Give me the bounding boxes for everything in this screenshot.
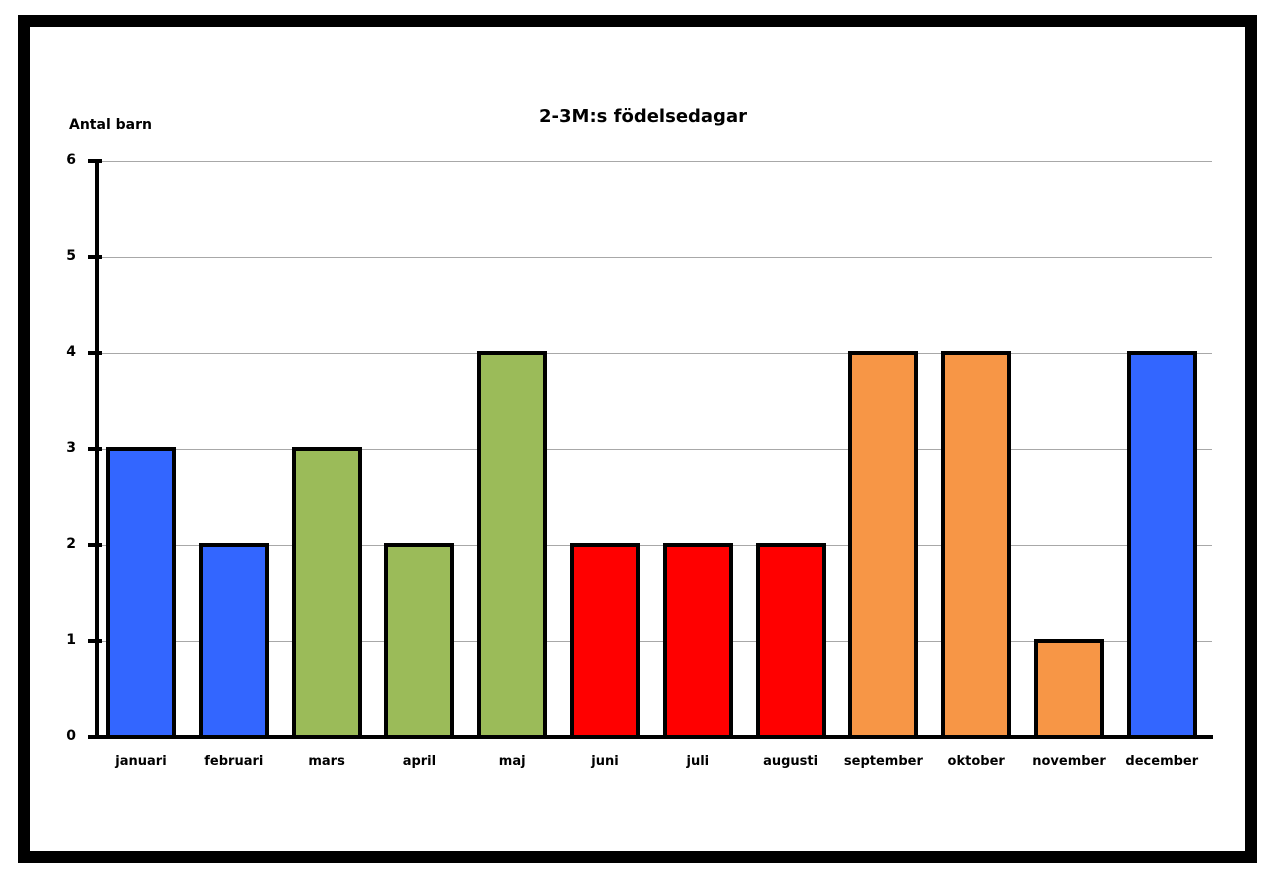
x-tick-label: november xyxy=(1032,754,1106,769)
bar-november xyxy=(1034,639,1104,737)
bar-augusti xyxy=(755,543,826,737)
bar-juni xyxy=(570,543,640,737)
y-tick-label: 2 xyxy=(66,536,76,552)
y-tick-label: 3 xyxy=(66,440,76,456)
gridline xyxy=(97,257,1212,258)
y-tick-label: 4 xyxy=(66,344,76,360)
x-tick-label: januari xyxy=(115,754,167,769)
y-axis-label: Antal barn xyxy=(69,117,152,133)
chart-title: 2-3M:s födelsedagar xyxy=(539,106,747,127)
gridline xyxy=(97,641,1212,642)
bar-januari xyxy=(106,447,176,737)
bar-september xyxy=(848,351,919,737)
gridline xyxy=(97,161,1212,162)
x-tick-label: februari xyxy=(204,754,264,769)
bar-maj xyxy=(477,351,548,737)
x-tick-label: augusti xyxy=(763,754,819,769)
x-tick-label: mars xyxy=(308,754,345,769)
bar-december xyxy=(1126,351,1197,737)
gridline xyxy=(97,545,1212,546)
x-tick-label: december xyxy=(1125,754,1199,769)
gridline xyxy=(97,449,1212,450)
bar-mars xyxy=(291,447,362,737)
y-tick-label: 6 xyxy=(66,152,76,168)
bar-april xyxy=(384,543,455,737)
x-tick-label: april xyxy=(402,754,437,769)
y-tick-label: 1 xyxy=(66,632,76,648)
x-tick-label: oktober xyxy=(947,754,1005,769)
y-tick-label: 5 xyxy=(66,248,76,264)
bar-februari xyxy=(198,543,269,737)
x-axis xyxy=(95,735,1213,739)
x-tick-label: maj xyxy=(498,754,526,769)
x-tick-label: september xyxy=(843,754,923,769)
bar-oktober xyxy=(941,351,1012,737)
y-axis xyxy=(95,161,99,739)
x-tick-label: juni xyxy=(591,754,619,769)
bar-juli xyxy=(662,543,733,737)
x-tick-label: juli xyxy=(686,754,710,769)
gridline xyxy=(97,353,1212,354)
y-tick-label: 0 xyxy=(66,728,76,744)
